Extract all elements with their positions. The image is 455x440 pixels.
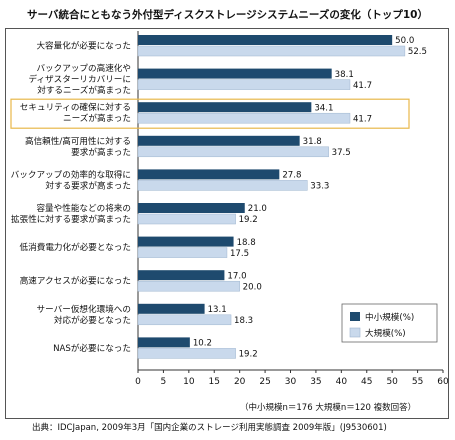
category-label-line: セキュリティの確保に対する bbox=[20, 101, 131, 113]
bar-small-company bbox=[138, 35, 393, 45]
bar-small-company bbox=[138, 135, 300, 146]
value-label-large: 17.5 bbox=[230, 249, 249, 259]
bar-large-company bbox=[137, 348, 236, 359]
category-label: 大容量化が必要になった bbox=[36, 40, 131, 52]
legend-label: 大規模(%) bbox=[365, 327, 406, 339]
source-citation: 出典：IDCJapan, 2009年3月「国内企業のストレージ利用実態調査 20… bbox=[32, 423, 387, 433]
category-label: バックアップの高速化やディザスターリカバリーに対するニーズが高まった bbox=[29, 62, 131, 96]
value-label-large: 20.0 bbox=[243, 282, 262, 292]
bar-small-company bbox=[138, 236, 234, 247]
value-label-small: 21.0 bbox=[248, 204, 267, 214]
bar-small-company bbox=[138, 169, 280, 180]
x-tick-label: 35 bbox=[310, 377, 321, 387]
bar-large-company bbox=[137, 146, 329, 158]
x-tick-label: 55 bbox=[412, 377, 423, 387]
value-label-large: 18.3 bbox=[234, 316, 253, 326]
category-label-line: 高速アクセスが必要になった bbox=[20, 275, 131, 287]
highlight-box bbox=[10, 98, 410, 129]
value-label-small: 27.8 bbox=[282, 171, 301, 181]
x-tick-label: 20 bbox=[234, 377, 246, 387]
x-tick-label: 15 bbox=[209, 377, 220, 387]
bar-small-company bbox=[138, 203, 245, 213]
category-label-line: ディザスターリカバリーに bbox=[29, 73, 131, 85]
bar-small-company bbox=[138, 270, 225, 281]
bar-large-company bbox=[137, 112, 351, 124]
bar-large-company bbox=[137, 247, 228, 258]
bar-large-company bbox=[137, 213, 236, 225]
value-label-small: 18.8 bbox=[237, 238, 256, 248]
x-tick-label: 25 bbox=[259, 377, 270, 387]
category-label: NASが必要になった bbox=[53, 342, 131, 354]
category-label: 高速アクセスが必要になった bbox=[20, 275, 131, 287]
bar-large-company bbox=[137, 314, 232, 326]
bar-large-company bbox=[137, 45, 406, 57]
bar-large-company bbox=[137, 280, 240, 292]
category-label-line: 要求が高まった bbox=[71, 146, 131, 158]
bar-small-company bbox=[138, 102, 312, 113]
legend-label: 中小規模(%) bbox=[365, 311, 414, 323]
legend-swatch-large bbox=[349, 327, 361, 338]
category-label-line: バックアップの効率的な取得に bbox=[11, 168, 131, 180]
value-label-small: 17.0 bbox=[227, 271, 246, 281]
chart-title: サーバ統合にともなう外付型ディスクストレージシステムニーズの変化（トップ10） bbox=[27, 9, 428, 21]
x-tick-label: 5 bbox=[161, 377, 167, 387]
category-label-line: 大容量化が必要になった bbox=[36, 40, 131, 52]
value-label-large: 37.5 bbox=[332, 148, 351, 158]
x-tick-label: 0 bbox=[135, 377, 141, 387]
x-tick-label: 30 bbox=[285, 377, 297, 387]
value-label-large: 41.7 bbox=[353, 114, 372, 124]
bar-large-company bbox=[137, 79, 351, 90]
value-label-small: 10.2 bbox=[193, 339, 212, 349]
x-tick-label: 60 bbox=[437, 377, 449, 387]
category-label-line: 対する要求が高まった bbox=[45, 179, 131, 191]
category-label-line: 容量や性能などの将来の bbox=[36, 202, 131, 214]
value-label-small: 38.1 bbox=[335, 70, 354, 80]
x-tick-label: 40 bbox=[336, 377, 348, 387]
value-label-large: 19.2 bbox=[239, 215, 258, 225]
value-label-large: 41.7 bbox=[353, 81, 372, 91]
category-label-line: 高信頼性/高可用性に対する bbox=[25, 135, 131, 147]
category-label-line: ニーズが高まった bbox=[63, 112, 131, 124]
category-label: 容量や性能などの将来の拡張性に対する要求が高まった bbox=[11, 202, 131, 225]
category-label-line: バックアップの高速化や bbox=[36, 62, 131, 74]
value-label-large: 19.2 bbox=[239, 350, 258, 360]
x-tick-label: 10 bbox=[183, 377, 195, 387]
value-label-small: 34.1 bbox=[314, 103, 333, 113]
bar-small-company bbox=[138, 337, 190, 348]
category-label-line: 拡張性に対する要求が高まった bbox=[11, 213, 131, 225]
category-label: サーバー仮想化環境への対応が必要となった bbox=[37, 303, 131, 326]
category-label: バックアップの効率的な取得に対する要求が高まった bbox=[11, 168, 131, 191]
category-label-line: 低消費電力化が必要となった bbox=[20, 241, 131, 253]
value-label-small: 50.0 bbox=[395, 36, 414, 46]
category-label-line: 対応が必要となった bbox=[54, 314, 131, 326]
value-label-small: 13.1 bbox=[208, 305, 227, 315]
x-tick-label: 45 bbox=[361, 377, 372, 387]
category-label: 低消費電力化が必要となった bbox=[20, 241, 131, 253]
category-label: 高信頼性/高可用性に対する要求が高まった bbox=[25, 135, 131, 158]
category-label-line: サーバー仮想化環境への bbox=[37, 303, 131, 315]
value-label-small: 31.8 bbox=[303, 137, 322, 147]
bar-small-company bbox=[138, 303, 205, 314]
category-label: セキュリティの確保に対するニーズが高まった bbox=[20, 101, 131, 124]
value-label-large: 33.3 bbox=[310, 182, 329, 192]
bar-large-company bbox=[137, 180, 308, 191]
sample-size-note: （中小規模n＝176 大規模n＝120 複数回答） bbox=[240, 403, 417, 413]
category-label-line: NASが必要になった bbox=[53, 342, 131, 354]
value-label-large: 52.5 bbox=[408, 47, 427, 57]
legend-swatch-small bbox=[350, 312, 360, 321]
bar-small-company bbox=[138, 68, 332, 79]
category-label-line: 対するニーズが高まった bbox=[37, 84, 131, 96]
x-tick-label: 50 bbox=[386, 377, 398, 387]
